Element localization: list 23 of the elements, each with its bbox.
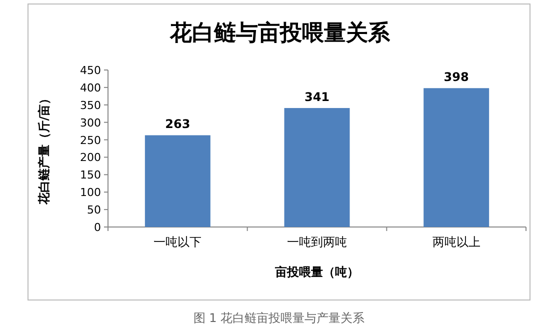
x-tick-label: 一吨到两吨	[287, 235, 347, 249]
x-tick-label: 两吨以上	[432, 235, 480, 249]
caption: 图 1 花白鲢亩投喂量与产量关系	[193, 311, 365, 325]
y-tick-label: 100	[80, 186, 101, 200]
y-axis-title: 花白鲢产量（斤/亩）	[37, 92, 51, 206]
y-tick-label: 0	[94, 221, 101, 234]
bar	[144, 135, 210, 227]
y-tick-label: 200	[80, 151, 101, 164]
bar	[424, 88, 490, 227]
data-label: 341	[304, 90, 330, 104]
y-tick-label: 350	[80, 98, 101, 112]
y-tick-label: 150	[80, 168, 101, 182]
data-label: 398	[444, 70, 469, 84]
data-label: 263	[165, 117, 190, 132]
y-tick-label: 250	[80, 134, 101, 147]
bar	[284, 108, 350, 227]
y-tick-label: 50	[87, 204, 101, 217]
y-tick-label: 400	[80, 81, 101, 94]
x-axis-title: 亩投喂量（吨）	[274, 265, 359, 279]
x-tick-label: 一吨以下	[154, 235, 202, 249]
y-tick-label: 300	[80, 116, 101, 130]
chart-title: 花白鲢与亩投喂量关系	[169, 20, 391, 46]
y-tick-label: 450	[80, 64, 101, 77]
